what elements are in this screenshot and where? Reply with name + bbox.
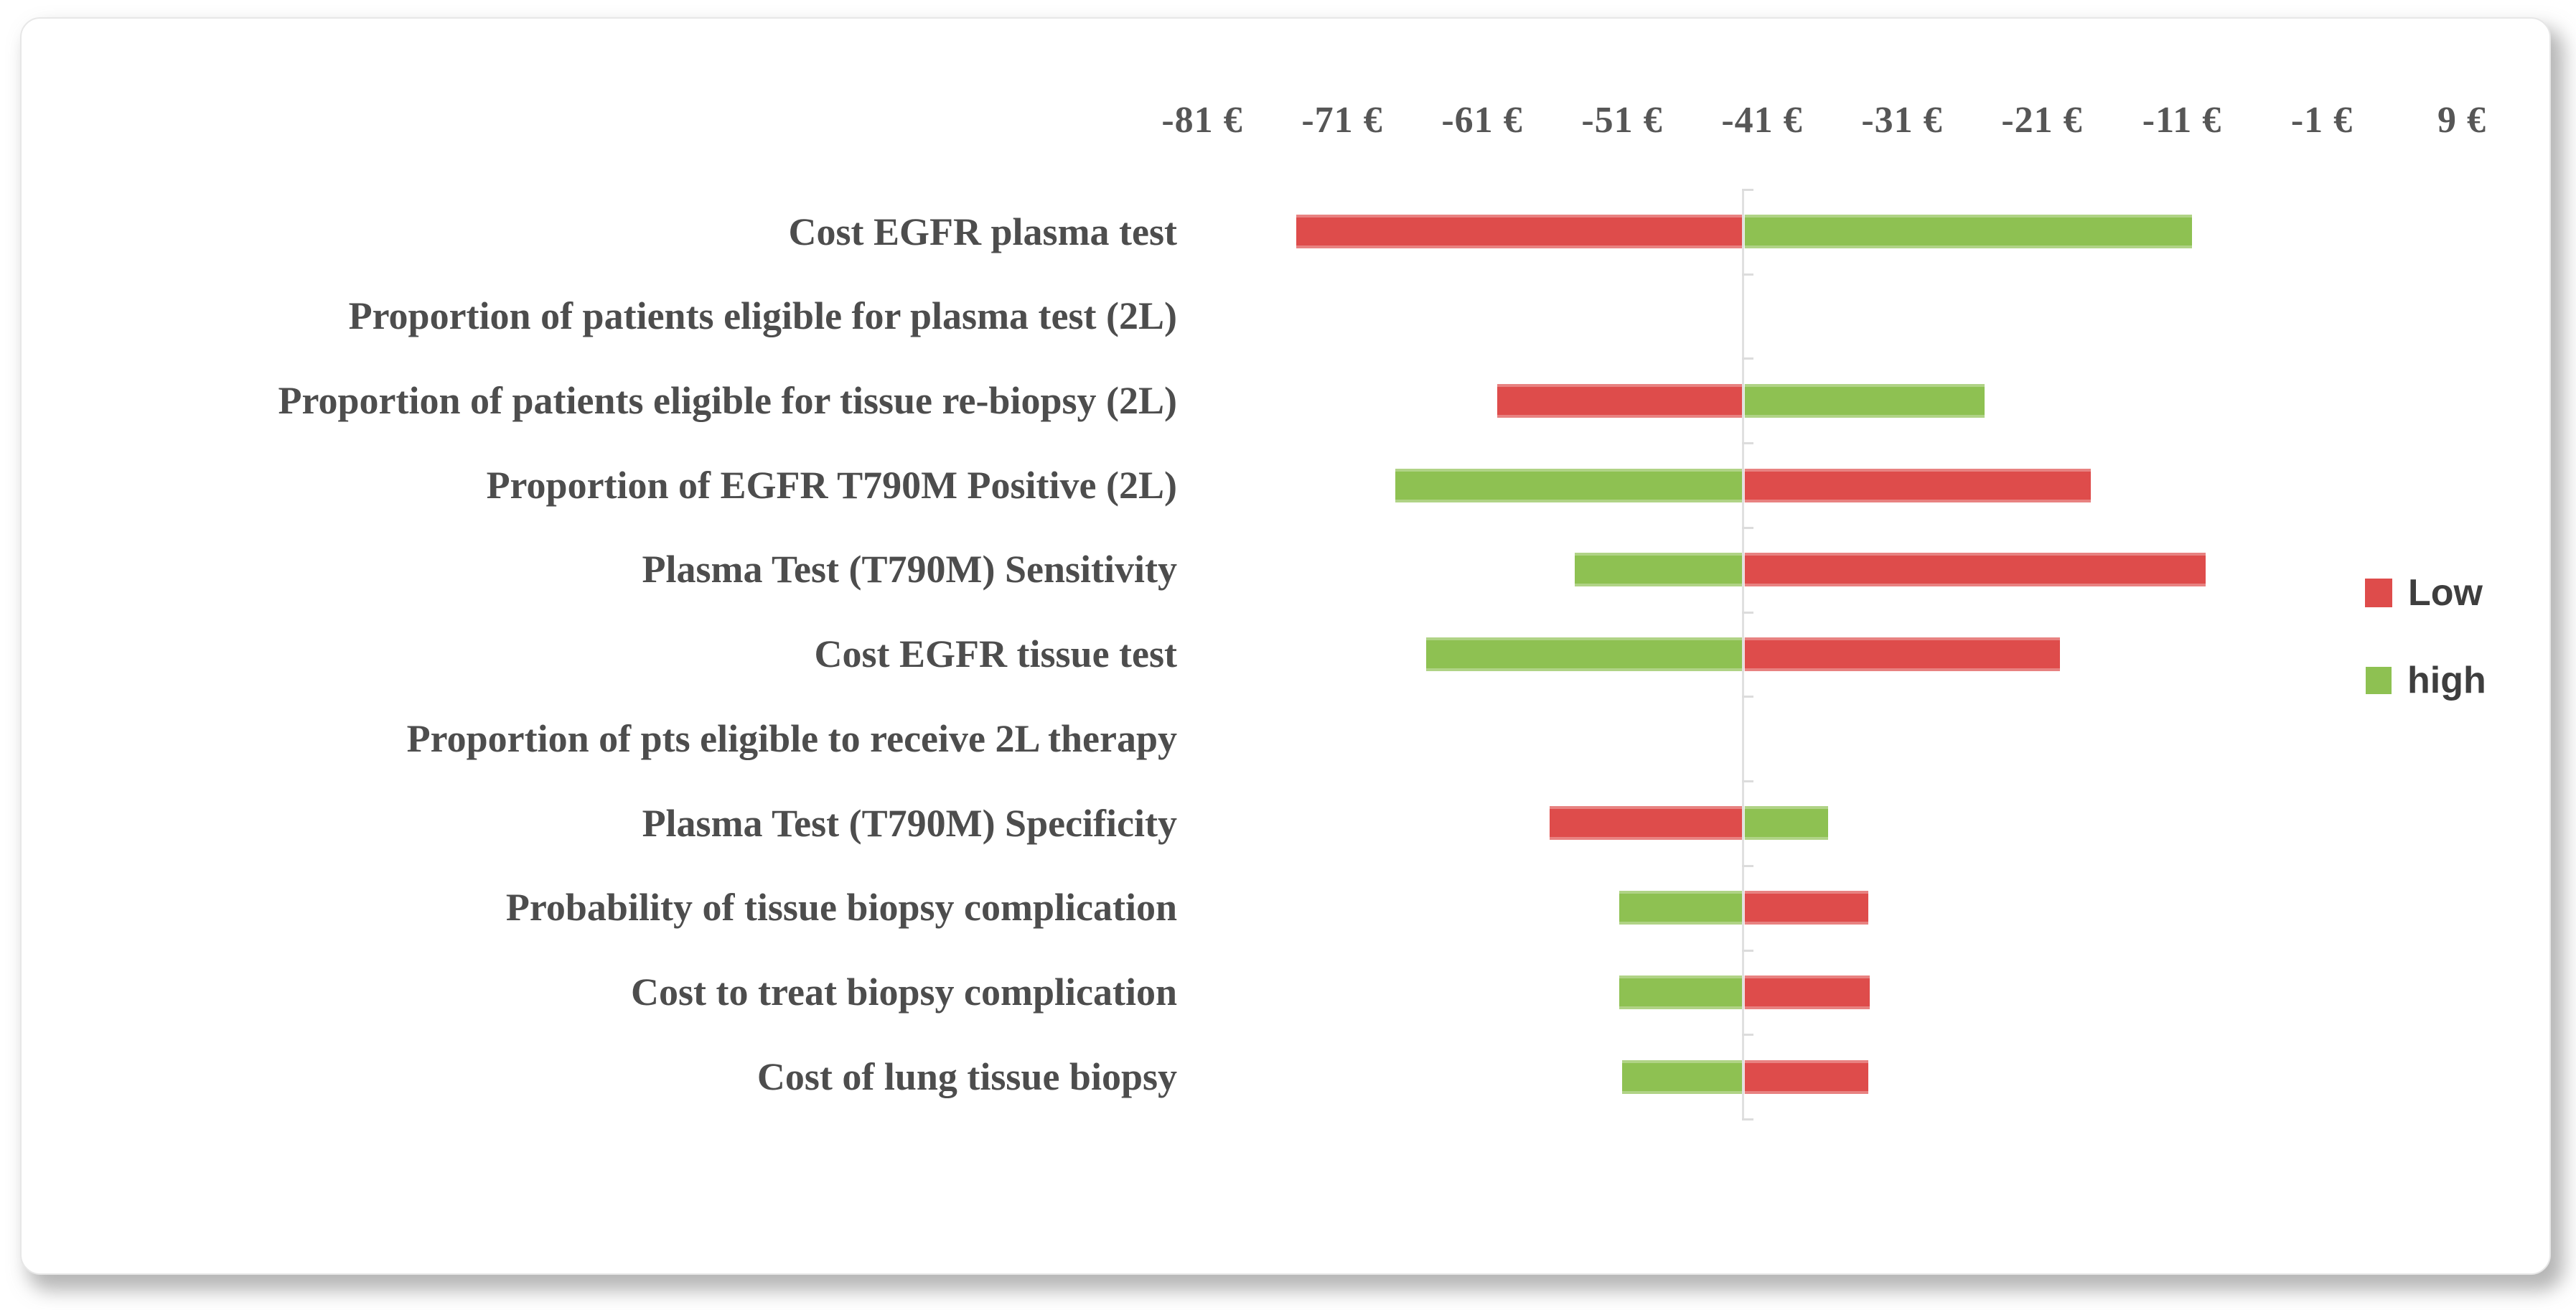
category-label: Plasma Test (T790M) Specificity <box>642 801 1177 845</box>
legend-swatch-high <box>2366 667 2392 694</box>
legend-item-high: high <box>2366 659 2486 702</box>
category-axis-tick <box>1742 696 1753 698</box>
bar-low <box>1742 891 1869 925</box>
value-axis-tick: 9 € <box>2437 99 2486 141</box>
bar-low <box>1497 383 1743 418</box>
value-axis-tick: -51 € <box>1581 99 1663 141</box>
value-axis-tick: -1 € <box>2290 99 2353 141</box>
category-axis-tick <box>1742 526 1753 529</box>
bar-high <box>1742 806 1828 841</box>
category-axis-tick <box>1742 780 1753 783</box>
category-axis-tick <box>1742 442 1753 445</box>
legend-swatch-low <box>2365 579 2392 607</box>
value-axis-tick: -71 € <box>1301 99 1383 141</box>
category-label: Proportion of patients eligible for plas… <box>348 294 1177 338</box>
legend-label-low: Low <box>2408 572 2483 614</box>
bar-high <box>1619 891 1743 925</box>
category-axis-tick <box>1742 949 1753 952</box>
category-label: Plasma Test (T790M) Sensitivity <box>642 548 1177 591</box>
bar-low <box>1742 975 1870 1009</box>
value-axis-tick: -41 € <box>1721 99 1803 141</box>
bar-high <box>1742 215 2192 249</box>
bar-low <box>1742 553 2206 587</box>
category-label: Proportion of patients eligible for tiss… <box>278 378 1177 422</box>
bar-low <box>1296 215 1743 249</box>
category-label: Cost EGFR tissue test <box>814 632 1177 676</box>
category-axis-tick <box>1742 357 1753 360</box>
category-label: Cost EGFR plasma test <box>788 210 1177 253</box>
value-axis-tick: -81 € <box>1161 99 1243 141</box>
bar-high <box>1742 383 1985 418</box>
bar-low <box>1742 1059 1869 1094</box>
category-axis-tick <box>1742 611 1753 614</box>
category-label: Proportion of EGFR T790M Positive (2L) <box>486 463 1177 507</box>
category-label: Probability of tissue biopsy complicatio… <box>505 886 1177 930</box>
category-label: Proportion of pts eligible to receive 2L… <box>406 716 1177 760</box>
category-axis-line <box>1742 190 1744 1119</box>
bar-high <box>1619 975 1743 1009</box>
bar-low <box>1742 637 2061 671</box>
category-axis-tick <box>1742 1034 1753 1037</box>
bar-low <box>1549 806 1743 841</box>
value-axis-tick: -61 € <box>1441 99 1523 141</box>
legend-label-high: high <box>2407 660 2486 701</box>
bar-low <box>1742 468 2092 502</box>
bar-high <box>1622 1059 1743 1094</box>
bar-high <box>1426 637 1743 671</box>
category-axis-tick <box>1742 1118 1753 1120</box>
legend-item-low: Low <box>2365 571 2483 614</box>
category-label: Cost of lung tissue biopsy <box>757 1054 1177 1098</box>
category-axis-tick <box>1742 189 1753 191</box>
bar-high <box>1574 553 1743 587</box>
value-axis-tick: -31 € <box>1861 99 1943 141</box>
category-axis-tick <box>1742 864 1753 867</box>
category-label: Cost to treat biopsy complication <box>631 970 1177 1014</box>
category-axis-tick <box>1742 273 1753 276</box>
bar-high <box>1395 468 1743 502</box>
value-axis-tick: -11 € <box>2142 99 2222 141</box>
value-axis-tick: -21 € <box>2001 99 2083 141</box>
